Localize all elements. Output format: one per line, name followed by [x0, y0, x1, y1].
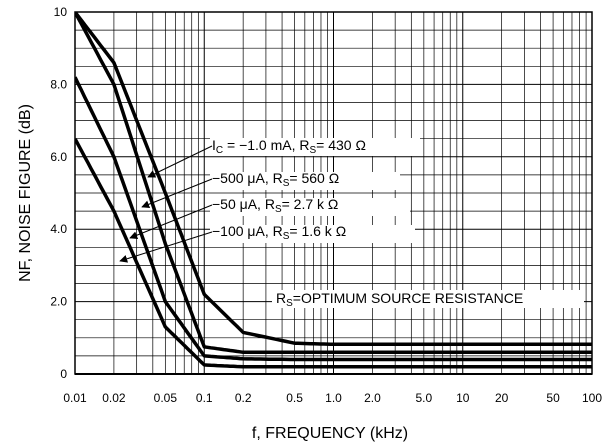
annotation-arrow — [141, 178, 213, 209]
x-tick-labels: 0.01 0.02 0.05 0.1 0.2 0.5 1.0 2.0 5.0 10 20 50 100 — [63, 391, 602, 405]
x-tick-label: 0.02 — [102, 391, 126, 405]
annotation-background — [210, 138, 420, 156]
series-line — [75, 12, 592, 355]
annotation-text: I — [212, 137, 216, 153]
annotations: IC = −1.0 mA, RS= 430 Ω−500 μA, RS= 560 … — [119, 137, 584, 309]
annotation-arrow — [129, 204, 213, 240]
annotation-background — [210, 198, 410, 216]
annotation-text: = 560 Ω — [289, 170, 339, 186]
y-tick-label: 2.0 — [50, 295, 67, 309]
x-tick-label: 0.5 — [286, 391, 303, 405]
series-line — [75, 137, 592, 369]
annotation-subscript: S — [286, 298, 293, 309]
grid-lines — [74, 12, 592, 374]
annotation-text: −50 μA, R — [212, 196, 275, 212]
series-lines — [75, 12, 592, 369]
annotation-text: −500 μA, R — [212, 170, 283, 186]
x-tick-label: 5.0 — [415, 391, 432, 405]
x-tick-label: 2.0 — [364, 391, 381, 405]
y-tick-label: 4.0 — [50, 222, 67, 236]
y-tick-label: 8.0 — [50, 77, 67, 91]
axes — [74, 11, 593, 375]
x-tick-label: 50 — [546, 391, 560, 405]
annotation-subscript: S — [283, 231, 290, 242]
x-tick-label: 0.01 — [63, 391, 87, 405]
y-tick-label: 6.0 — [50, 150, 67, 164]
annotation-text: =OPTIMUM SOURCE RESISTANCE — [293, 290, 523, 306]
annotation-subscript: S — [283, 178, 290, 189]
series-line — [75, 12, 592, 347]
y-tick-label: 10 — [54, 5, 68, 19]
x-tick-label: 0.2 — [235, 391, 252, 405]
annotation-background — [210, 225, 415, 243]
annotation-text: = 1.6 k Ω — [289, 223, 346, 239]
annotation-label: −50 μA, RS= 2.7 k Ω — [212, 196, 338, 215]
annotation-subscript: S — [310, 145, 317, 156]
annotation-subscript: S — [275, 204, 282, 215]
y-tick-label: 0 — [60, 367, 67, 381]
x-tick-label: 100 — [582, 391, 602, 405]
y-tick-labels: 0 2.0 4.0 6.0 8.0 10 — [50, 5, 67, 381]
annotation-arrow — [119, 231, 213, 263]
series-line — [75, 76, 592, 362]
annotation-text: = −1.0 mA, R — [223, 137, 309, 153]
annotation-arrow — [147, 145, 213, 178]
annotation-background — [210, 172, 400, 190]
annotation-label: RS=OPTIMUM SOURCE RESISTANCE — [276, 290, 523, 309]
annotation-text: = 430 Ω — [316, 137, 366, 153]
y-axis-label: NF, NOISE FIGURE (dB) — [17, 104, 34, 282]
annotation-subscript: C — [216, 145, 223, 156]
annotation-text: R — [276, 290, 286, 306]
annotation-label: −100 μA, RS= 1.6 k Ω — [212, 223, 346, 242]
x-tick-label: 20 — [495, 391, 509, 405]
x-tick-label: 1.0 — [325, 391, 342, 405]
x-tick-label: 0.1 — [196, 391, 213, 405]
annotation-label: −500 μA, RS= 560 Ω — [212, 170, 339, 189]
annotation-text: = 2.7 k Ω — [282, 196, 339, 212]
annotation-background — [272, 290, 584, 308]
x-axis-label: f, FREQUENCY (kHz) — [252, 425, 408, 442]
x-tick-label: 0.05 — [154, 391, 178, 405]
x-tick-label: 10 — [456, 391, 470, 405]
annotation-label: IC = −1.0 mA, RS= 430 Ω — [212, 137, 366, 156]
annotation-text: −100 μA, R — [212, 223, 283, 239]
